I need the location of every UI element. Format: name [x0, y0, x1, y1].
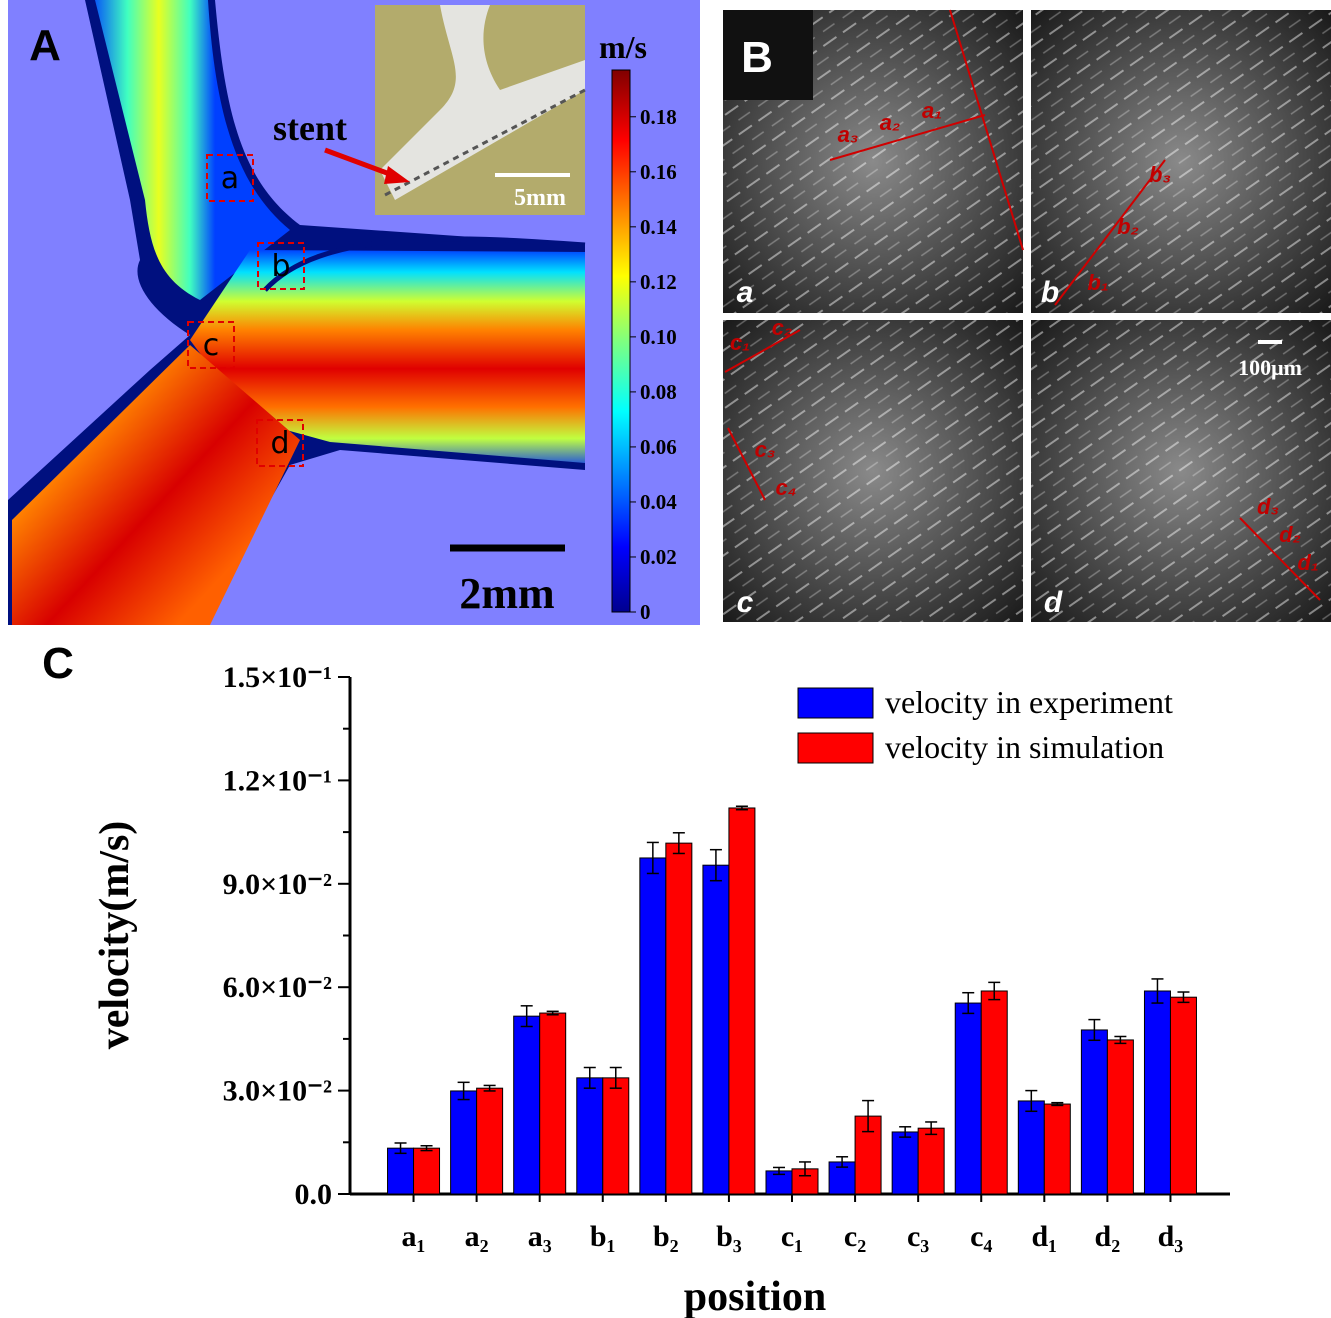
x-tick-label: b₂: [653, 1220, 679, 1253]
y-tick-label: 9.0×10⁻²: [223, 868, 332, 901]
colorbar-tick-label: 0: [640, 600, 651, 624]
y-tick-label: 6.0×10⁻²: [223, 971, 332, 1004]
bar: [639, 857, 667, 1195]
bar: [954, 1002, 982, 1195]
bar: [1080, 1029, 1108, 1195]
x-tick-label: c₄: [970, 1220, 992, 1253]
y-tick-label: 1.2×10⁻¹: [223, 764, 332, 797]
colorbar-tick-label: 0.18: [640, 105, 677, 129]
flow-simulation: [8, 0, 700, 625]
micrographs: [723, 9, 1331, 622]
bar: [728, 807, 756, 1195]
colorbar-tick-label: 0.08: [640, 380, 677, 404]
point-label: a₂: [880, 110, 901, 135]
bar: [1169, 996, 1197, 1195]
x-tick-label: b₃: [716, 1220, 742, 1253]
x-tick-label: b₁: [590, 1220, 616, 1253]
subpanel-label: d: [1044, 586, 1063, 619]
bar: [476, 1087, 504, 1195]
colorbar-tick-label: 0.06: [640, 435, 677, 459]
colorbar-tick-label: 0.14: [640, 215, 677, 239]
x-tick-label: d₃: [1158, 1220, 1184, 1253]
colorbar: [611, 69, 631, 613]
bar: [1143, 990, 1171, 1195]
y-tick-label: 0.0: [295, 1178, 333, 1211]
point-label: a₁: [922, 98, 942, 123]
bar: [891, 1131, 919, 1195]
legend-label: velocity in experiment: [885, 684, 1173, 720]
point-label: b₁: [1087, 270, 1108, 295]
bar: [602, 1077, 630, 1195]
point-label: a₃: [838, 122, 859, 147]
colorbar-title: m/s: [599, 29, 647, 65]
colorbar-tick-label: 0.12: [640, 270, 677, 294]
colorbar-tick-label: 0.04: [640, 490, 677, 514]
point-label: b₃: [1149, 162, 1171, 187]
legend-label: velocity in simulation: [885, 729, 1164, 765]
y-axis-title: velocity(m/s): [92, 821, 138, 1050]
colorbar-tick-label: 0.10: [640, 325, 677, 349]
scale-bar-label: 100μm: [1238, 355, 1302, 380]
bar: [702, 864, 730, 1195]
bar: [539, 1012, 567, 1195]
point-label: d₁: [1297, 550, 1318, 575]
region-box: [256, 419, 304, 467]
x-tick-label: d₂: [1095, 1220, 1121, 1253]
subpanel-label: b: [1041, 276, 1059, 309]
legend-swatch: [797, 732, 874, 764]
x-tick-label: c₂: [844, 1220, 866, 1253]
scale-bar-label: 2mm: [459, 569, 554, 618]
x-tick-label: c₁: [781, 1220, 803, 1253]
bar: [1106, 1039, 1134, 1195]
x-tick-label: c₃: [907, 1220, 929, 1253]
x-tick-label: a₂: [465, 1220, 489, 1253]
stent-label: stent: [273, 108, 347, 148]
point-label: b₂: [1117, 214, 1139, 239]
bar: [576, 1077, 604, 1195]
bar: [450, 1090, 478, 1195]
region-label: c: [203, 328, 220, 363]
x-axis-title: position: [684, 1274, 826, 1318]
point-label: c₁: [730, 330, 750, 355]
x-tick-label: d₁: [1031, 1220, 1057, 1253]
panel-label: C: [42, 639, 74, 688]
bar: [665, 842, 693, 1195]
bar: [1017, 1100, 1045, 1195]
region-label: d: [270, 426, 289, 461]
region-box: [187, 321, 235, 369]
point-label: d₃: [1257, 494, 1279, 519]
region-label: a: [221, 161, 239, 196]
point-label: c₃: [755, 437, 776, 462]
colorbar-tick-label: 0.02: [640, 545, 677, 569]
subpanel-label: c: [737, 586, 754, 619]
point-label: c₂: [772, 315, 793, 340]
colorbar-tick-label: 0.16: [640, 160, 677, 184]
panel-label: B: [741, 33, 773, 82]
bar: [980, 990, 1008, 1195]
legend-swatch: [797, 687, 874, 719]
panel-label: A: [29, 21, 61, 70]
x-tick-label: a₃: [528, 1220, 552, 1253]
subpanel-label: a: [737, 276, 754, 309]
bar: [917, 1127, 945, 1195]
region-label: b: [271, 249, 290, 284]
point-label: c₄: [775, 475, 796, 500]
x-tick-label: a₁: [402, 1220, 426, 1253]
region-box: [206, 154, 254, 202]
y-tick-label: 3.0×10⁻²: [223, 1075, 332, 1108]
bar: [413, 1147, 441, 1195]
bar: [513, 1015, 541, 1195]
y-tick-label: 1.5×10⁻¹: [223, 661, 332, 694]
region-box: [257, 242, 305, 290]
point-label: d₂: [1279, 522, 1301, 547]
stent-model: [380, 5, 585, 200]
bar: [1043, 1103, 1071, 1195]
bar: [387, 1147, 415, 1195]
inset-scale: 5mm: [514, 185, 566, 211]
